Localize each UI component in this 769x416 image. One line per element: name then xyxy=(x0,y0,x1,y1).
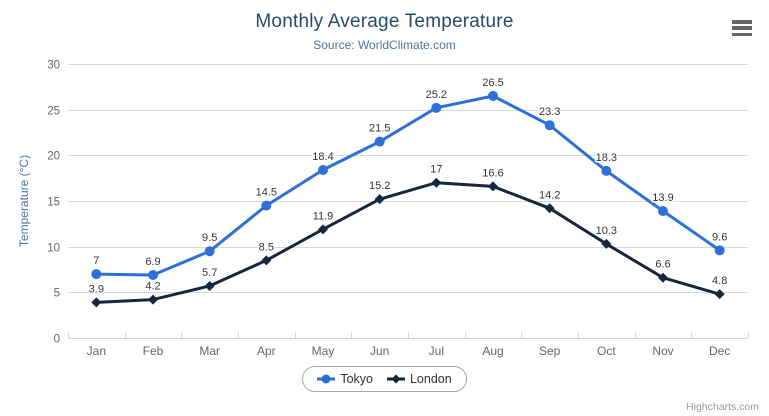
data-label: 16.6 xyxy=(482,167,503,179)
data-label: 6.9 xyxy=(145,256,160,268)
data-label: 18.4 xyxy=(312,151,333,163)
legend-box: Tokyo London xyxy=(302,366,467,392)
data-point-marker-tokyo[interactable] xyxy=(374,136,385,147)
y-axis-tick-label: 30 xyxy=(47,60,60,72)
data-point-marker-london[interactable] xyxy=(318,224,328,235)
data-point-marker-tokyo[interactable] xyxy=(148,269,158,280)
x-axis-category-label: Apr xyxy=(257,344,276,358)
x-axis-category-label: Nov xyxy=(652,344,673,358)
data-point-marker-tokyo[interactable] xyxy=(204,246,215,257)
data-label: 6.6 xyxy=(655,259,670,271)
series-line-london[interactable] xyxy=(94,181,722,304)
legend-label: London xyxy=(409,372,452,386)
y-axis-tick-label: 15 xyxy=(47,197,60,209)
data-label: 9.5 xyxy=(202,232,217,244)
data-label: 3.9 xyxy=(89,283,104,295)
x-axis-category-label: Feb xyxy=(143,344,164,358)
chart-subtitle: Source: WorldClimate.com xyxy=(313,38,456,52)
y-axis-tick-label: 5 xyxy=(54,288,60,300)
data-label: 4.2 xyxy=(145,281,160,293)
legend-item-london[interactable]: London xyxy=(386,372,452,386)
data-point-marker-london[interactable] xyxy=(91,297,102,308)
data-point-marker-tokyo[interactable] xyxy=(261,200,272,211)
data-point-marker-london[interactable] xyxy=(714,289,725,300)
data-label: 5.7 xyxy=(202,267,217,279)
data-point-marker-london[interactable] xyxy=(261,255,272,266)
y-axis-title: Temperature (°C) xyxy=(17,154,31,248)
data-point-marker-london[interactable] xyxy=(658,272,668,283)
x-axis-category-label: Jan xyxy=(87,344,106,358)
data-label: 14.2 xyxy=(539,189,560,201)
data-label: 23.3 xyxy=(539,106,560,118)
hamburger-menu-button[interactable] xyxy=(732,19,754,37)
data-label: 11.9 xyxy=(313,210,334,222)
x-axis-category-label: May xyxy=(312,344,335,358)
data-label: 9.6 xyxy=(712,231,727,243)
x-axis-category-label: Mar xyxy=(199,344,220,358)
data-label: 18.3 xyxy=(596,152,617,164)
credits-link[interactable]: Highcharts.com xyxy=(686,401,759,413)
data-label: 7 xyxy=(93,255,99,267)
data-point-marker-tokyo[interactable] xyxy=(431,102,442,113)
data-label: 26.5 xyxy=(482,77,503,89)
data-point-marker-london[interactable] xyxy=(204,280,215,291)
series-line-tokyo[interactable] xyxy=(94,94,722,277)
chart-title: Monthly Average Temperature xyxy=(255,11,514,32)
legend-item-tokyo[interactable]: Tokyo xyxy=(317,372,373,386)
data-label: 17 xyxy=(430,164,442,176)
diamond-legend-marker-icon xyxy=(386,374,405,384)
circle-legend-marker-icon xyxy=(317,374,336,384)
data-point-marker-london[interactable] xyxy=(488,181,498,192)
data-point-marker-london[interactable] xyxy=(544,203,555,214)
data-point-marker-london[interactable] xyxy=(374,194,385,205)
y-axis-tick-label: 20 xyxy=(47,151,60,163)
hamburger-icon xyxy=(732,32,752,36)
hamburger-icon xyxy=(732,20,752,24)
data-point-marker-tokyo[interactable] xyxy=(91,269,102,280)
data-label: 25.2 xyxy=(426,89,447,101)
data-point-marker-london[interactable] xyxy=(148,294,158,305)
data-point-marker-tokyo[interactable] xyxy=(714,245,725,256)
data-point-marker-tokyo[interactable] xyxy=(544,120,555,131)
data-point-marker-london[interactable] xyxy=(601,238,612,249)
x-axis-category-label: Sep xyxy=(539,344,561,358)
x-axis-category-label: Oct xyxy=(597,344,616,358)
data-label: 8.5 xyxy=(259,241,274,253)
data-point-marker-tokyo[interactable] xyxy=(488,90,498,101)
y-axis-tick-label: 10 xyxy=(47,243,60,255)
x-axis-category-label: Jul xyxy=(429,344,444,358)
data-point-marker-london[interactable] xyxy=(431,177,442,188)
hamburger-icon xyxy=(732,26,752,30)
legend: Tokyo London xyxy=(0,366,769,392)
data-label: 4.8 xyxy=(712,275,727,287)
data-label: 13.9 xyxy=(652,192,673,204)
x-axis-category-label: Aug xyxy=(482,344,503,358)
x-axis-category-label: Jun xyxy=(370,344,389,358)
data-label: 10.3 xyxy=(596,225,617,237)
data-label: 14.5 xyxy=(256,187,277,199)
data-label: 21.5 xyxy=(369,123,390,135)
legend-label: Tokyo xyxy=(340,372,373,386)
data-point-marker-tokyo[interactable] xyxy=(318,164,328,175)
data-point-marker-tokyo[interactable] xyxy=(601,165,612,176)
y-axis-tick-label: 25 xyxy=(47,106,60,118)
x-axis-category-label: Dec xyxy=(709,344,730,358)
y-axis-tick-label: 0 xyxy=(54,334,60,346)
data-point-marker-tokyo[interactable] xyxy=(658,206,668,217)
data-label: 15.2 xyxy=(369,180,390,192)
